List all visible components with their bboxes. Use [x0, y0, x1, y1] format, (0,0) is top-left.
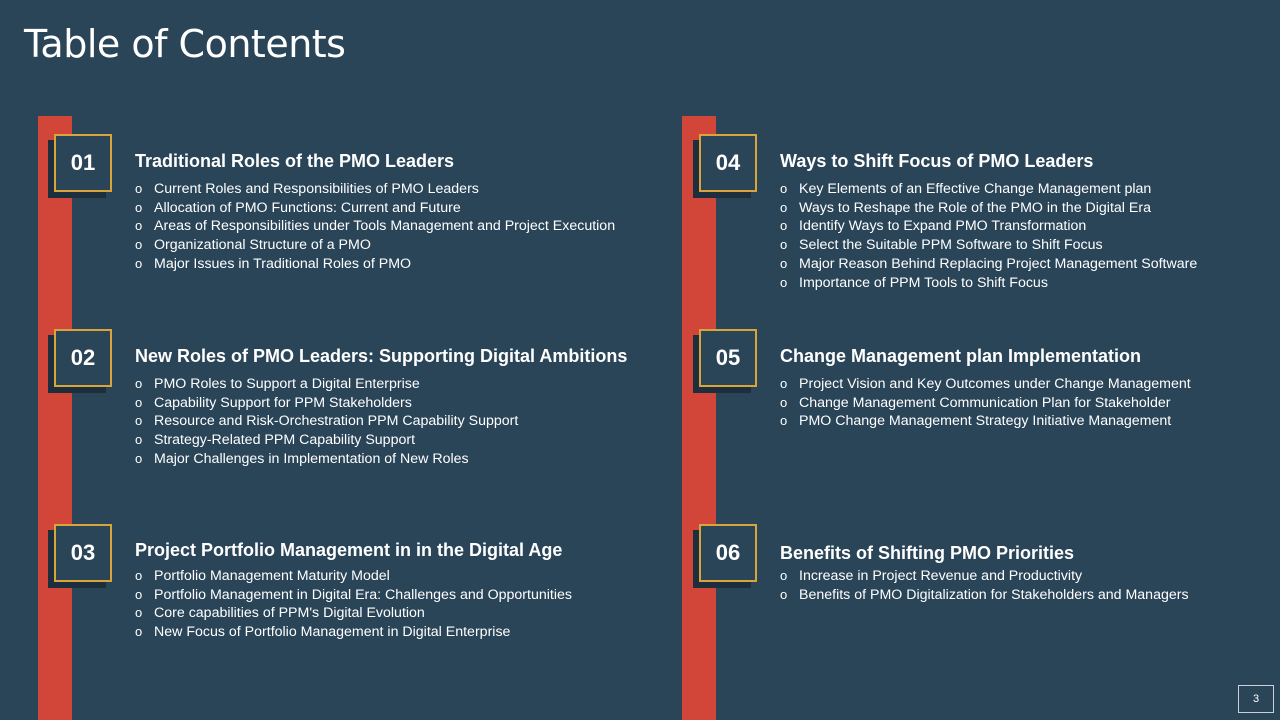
bullet-icon: o [780, 413, 788, 429]
list-item: o New Focus of Portfolio Management in Di… [135, 624, 511, 641]
bullet-icon: o [135, 199, 143, 215]
list-item: o Major Challenges in Implementation of N… [135, 450, 469, 467]
bullet-icon: o [780, 255, 788, 271]
list-item: o Organizational Structure of a PMO [135, 237, 371, 254]
bullet-icon: o [780, 237, 788, 253]
bullet-icon: o [135, 237, 143, 253]
bullet-icon: o [780, 568, 788, 583]
section-items: o Key Elements of an Effective Change Man… [780, 180, 1197, 292]
list-item: o PMO Roles to Support a Digital Enterpri… [135, 376, 420, 392]
list-item: o PMO Change Management Strategy Initiati… [780, 413, 1172, 430]
section-number-badge: 06 [699, 524, 757, 582]
list-item: o Change Management Communication Plan fo… [780, 394, 1171, 411]
bullet-icon: o [135, 432, 143, 448]
section-title: Benefits of Shifting PMO Priorities [780, 543, 1075, 563]
list-item: o Ways to Reshape the Role of the PMO in … [780, 199, 1151, 216]
list-item: o Major Issues in Traditional Roles of PM… [135, 255, 412, 272]
bullet-icon: o [135, 450, 143, 466]
list-item: o Project Vision and Key Outcomes under C… [780, 376, 1191, 392]
bullet-icon: o [135, 218, 143, 234]
section-number-badge: 02 [54, 329, 112, 387]
section-title: Traditional Roles of the PMO Leaders [135, 151, 455, 171]
bullet-icon: o [780, 586, 788, 602]
list-item: o Resource and Risk-Orchestration PPM Cap… [135, 413, 519, 430]
section-items: o Increase in Project Revenue and Product… [780, 567, 1189, 604]
list-item: o Importance of PPM Tools to Shift Focus [780, 274, 1048, 291]
right-accent-bar [682, 116, 716, 720]
list-item: o Identify Ways to Expand PMO Transformat… [780, 218, 1087, 235]
list-item: o Areas of Responsibilities under Tools M… [135, 218, 616, 235]
section-number-badge: 04 [699, 134, 757, 192]
list-item: o Key Elements of an Effective Change Man… [780, 181, 1152, 197]
section-items: o PMO Roles to Support a Digital Enterpri… [135, 375, 518, 469]
section-items: o Current Roles and Responsibilities of P… [135, 180, 615, 274]
section-number-badge: 03 [54, 524, 112, 582]
list-item: o Select the Suitable PPM Software to Shi… [780, 237, 1103, 254]
bullet-icon: o [135, 413, 143, 429]
bullet-icon: o [780, 218, 788, 234]
bullet-icon: o [135, 181, 143, 196]
section-number-badge: 05 [699, 329, 757, 387]
list-item: o Current Roles and Responsibilities of P… [135, 181, 479, 197]
slide-title: Table of Contents [24, 22, 346, 66]
bullet-icon: o [135, 568, 143, 583]
bullet-icon: o [780, 376, 788, 391]
section-title: Change Management plan Implementation [780, 346, 1142, 366]
bullet-icon: o [135, 255, 143, 271]
list-item: o Portfolio Management Maturity Model [135, 568, 390, 584]
list-item: o Major Reason Behind Replacing Project M… [780, 255, 1198, 272]
page-number: 3 [1238, 685, 1274, 713]
list-item: o Core capabilities of PPM's Digital Evol… [135, 605, 425, 622]
bullet-icon: o [135, 586, 143, 602]
list-item: o Increase in Project Revenue and Product… [780, 568, 1083, 584]
bullet-icon: o [135, 605, 143, 621]
section-title: New Roles of PMO Leaders: Supporting Dig… [135, 346, 628, 366]
list-item: o Portfolio Management in Digital Era: Ch… [135, 586, 572, 603]
section-items: o Portfolio Management Maturity Model o Po… [135, 567, 572, 642]
list-item: o Allocation of PMO Functions: Current an… [135, 199, 461, 216]
left-accent-bar [38, 116, 72, 720]
bullet-icon: o [135, 624, 143, 640]
bullet-icon: o [780, 181, 788, 196]
section-title: Project Portfolio Management in in the D… [135, 540, 563, 560]
section-items: o Project Vision and Key Outcomes under C… [780, 375, 1191, 431]
section-title: Ways to Shift Focus of PMO Leaders [780, 151, 1094, 171]
bullet-icon: o [780, 394, 788, 410]
list-item: o Strategy-Related PPM Capability Support [135, 432, 416, 449]
section-number-badge: 01 [54, 134, 112, 192]
bullet-icon: o [135, 394, 143, 410]
list-item: o Capability Support for PPM Stakeholders [135, 394, 412, 411]
list-item: o Benefits of PMO Digitalization for Stak… [780, 586, 1189, 603]
bullet-icon: o [780, 274, 788, 290]
bullet-icon: o [780, 199, 788, 215]
bullet-icon: o [135, 376, 143, 391]
